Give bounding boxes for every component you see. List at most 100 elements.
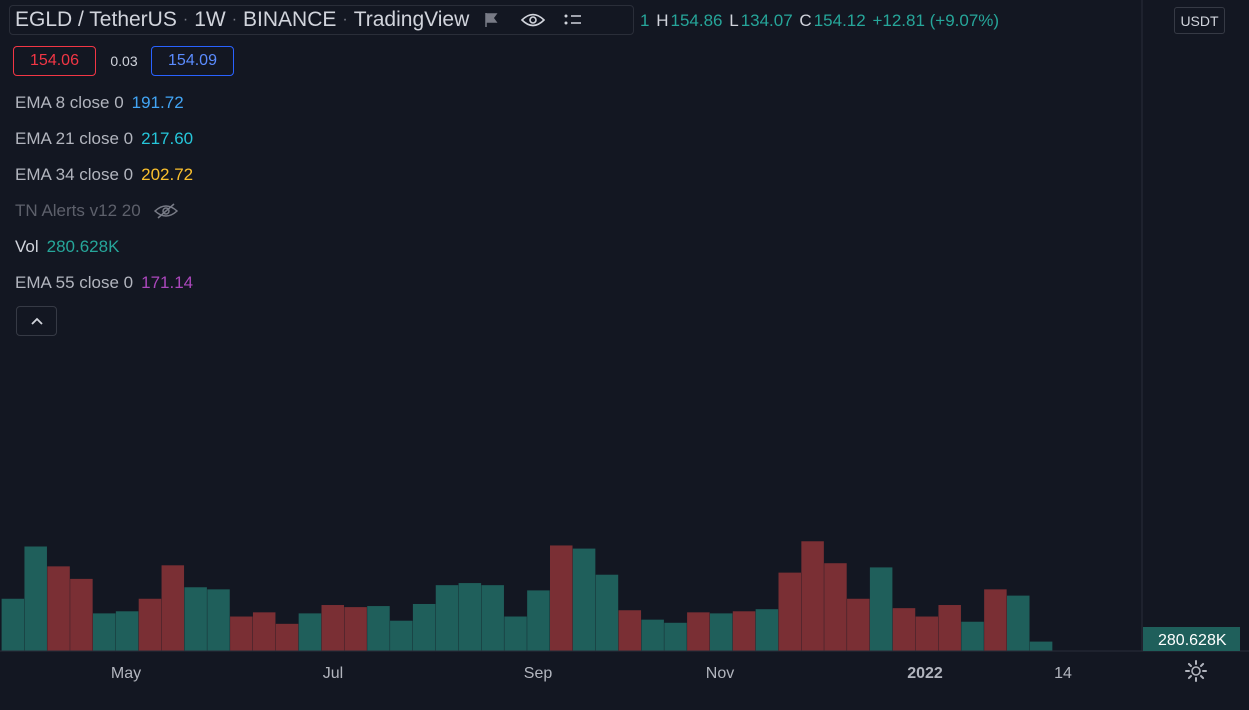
volume-bar <box>184 587 207 651</box>
volume-bar <box>1007 595 1030 651</box>
volume-bar <box>801 541 824 651</box>
volume-bar <box>93 613 116 651</box>
volume-bar <box>344 607 367 651</box>
volume-bar <box>572 548 596 651</box>
volume-pane <box>1 541 1053 651</box>
price-scale: 50.00100.00150.00200.00250.00300.00350.0… <box>1141 0 1249 710</box>
volume-bar <box>298 613 322 651</box>
volume-bar <box>618 610 642 651</box>
symbol-name[interactable]: EGLD / TetherUS <box>15 8 177 31</box>
indicator-ema21[interactable]: EMA 21 close 0 217.60 <box>15 129 193 149</box>
symbol-title-bar[interactable]: EGLD / TetherUS · 1W · BINANCE · Trading… <box>9 5 634 35</box>
volume-bar <box>1029 641 1053 651</box>
indicator-ema34[interactable]: EMA 34 close 0 202.72 <box>15 165 193 185</box>
volume-bar <box>481 585 504 651</box>
high-label: H <box>656 11 669 30</box>
indicator-name: TN Alerts v12 20 <box>15 201 141 220</box>
high-value: 154.86 <box>670 11 723 30</box>
ohlc-values: 1 H 154.86 L 134.07 C 154.12 +12.81 (+9.07%… <box>640 11 1001 31</box>
volume-bar <box>892 608 916 651</box>
indicator-name: EMA 21 close 0 <box>15 129 134 148</box>
flag-icon[interactable] <box>483 12 499 28</box>
indicator-value: 191.72 <box>131 93 184 112</box>
close-label: C <box>799 11 812 30</box>
volume-bar <box>390 620 413 651</box>
x-tick-label: 14 <box>1054 665 1072 682</box>
volume-label-text: 280.628K <box>1158 632 1227 649</box>
volume-bar <box>412 603 436 651</box>
eye-icon[interactable] <box>521 12 546 28</box>
indicator-value: 217.60 <box>141 129 194 148</box>
indicator-name: EMA 55 close 0 <box>15 273 134 292</box>
volume-label-box <box>1143 627 1240 651</box>
volume-bar <box>138 598 162 651</box>
volume-bar <box>207 589 230 651</box>
indicator-value: 202.72 <box>141 165 194 184</box>
volume-bar <box>367 606 390 651</box>
collapse-legend-button[interactable] <box>16 306 57 336</box>
close-value: 154.12 <box>813 11 866 30</box>
ohlc-prefix: 1 <box>640 11 650 30</box>
volume-bar <box>527 590 550 651</box>
interval-label[interactable]: 1W <box>194 8 226 31</box>
volume-bar <box>755 609 779 651</box>
separator-dot: · <box>342 11 348 28</box>
volume-bar <box>435 585 459 651</box>
volume-bar <box>550 545 573 651</box>
chart-legend: EGLD / TetherUS · 1W · BINANCE · Trading… <box>0 0 1249 336</box>
volume-bar <box>70 578 93 651</box>
low-label: L <box>729 11 739 30</box>
chevron-up-icon <box>30 317 43 325</box>
separator-dot: · <box>231 11 238 28</box>
time-scale-bg <box>0 651 1249 710</box>
gear-icon[interactable] <box>1184 659 1208 683</box>
source-label: TradingView <box>353 8 470 31</box>
volume-bar <box>230 616 253 651</box>
buy-button[interactable]: 154.09 <box>151 46 234 76</box>
price-scale-bg <box>1142 0 1249 710</box>
volume-bar <box>595 574 619 651</box>
indicator-volume[interactable]: Vol 280.628K <box>15 237 119 257</box>
sell-button[interactable]: 154.06 <box>13 46 96 76</box>
more-icon[interactable] <box>563 13 583 27</box>
exchange-label: BINANCE <box>243 8 337 31</box>
volume-bar <box>915 616 939 651</box>
volume-bar <box>1 598 25 651</box>
eye-off-icon[interactable] <box>153 202 179 220</box>
indicator-ema8[interactable]: EMA 8 close 0 191.72 <box>15 93 184 113</box>
x-tick-label: Sep <box>524 665 553 682</box>
volume-bar <box>961 621 984 651</box>
separator-dot: · <box>182 11 189 28</box>
volume-bar <box>458 583 482 651</box>
volume-bar <box>641 619 664 651</box>
volume-bar <box>778 572 801 651</box>
indicator-name: EMA 34 close 0 <box>15 165 134 184</box>
volume-bar <box>847 598 870 651</box>
volume-bar <box>504 616 527 651</box>
indicator-tn-alerts[interactable]: TN Alerts v12 20 <box>15 201 179 221</box>
volume-bar <box>732 611 756 651</box>
volume-bar <box>664 622 687 651</box>
indicator-value: 171.14 <box>141 273 194 292</box>
x-tick-label: May <box>111 665 141 682</box>
volume-bar <box>115 611 139 651</box>
price-labels: 217.60202.72191.72171.14154.125d 7h116.1… <box>1143 627 1240 651</box>
volume-bar <box>321 605 344 651</box>
x-tick-label: 2022 <box>907 665 943 682</box>
volume-bar <box>687 612 710 651</box>
volume-bar <box>161 565 185 651</box>
x-tick-label: Jul <box>323 665 343 682</box>
volume-bar <box>709 613 733 651</box>
change-value: +12.81 (+9.07%) <box>872 11 1000 30</box>
volume-bar <box>938 605 961 651</box>
volume-bar <box>275 623 299 651</box>
indicator-value: 280.628K <box>46 237 120 256</box>
indicator-ema55[interactable]: EMA 55 close 0 171.14 <box>15 273 193 293</box>
currency-button[interactable]: USDT <box>1174 7 1225 34</box>
indicator-name: Vol <box>15 237 39 256</box>
volume-bar <box>252 612 276 651</box>
low-value: 134.07 <box>740 11 793 30</box>
volume-bar <box>47 566 70 651</box>
x-tick-label: Nov <box>706 665 734 682</box>
